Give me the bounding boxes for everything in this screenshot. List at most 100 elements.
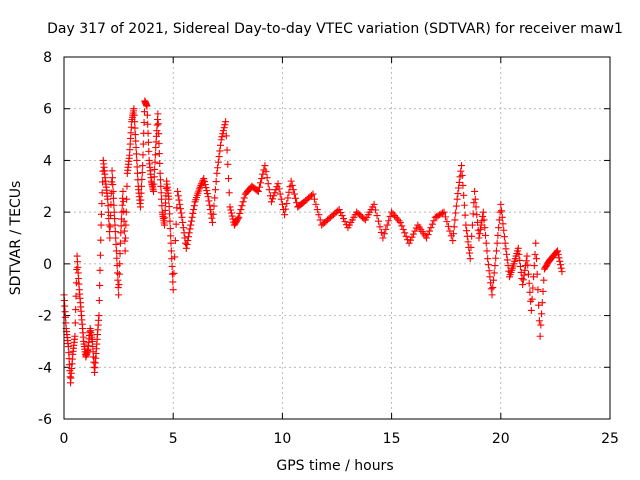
data-point-interp [176,200,184,208]
data-point-interp [107,200,115,208]
data-point [130,105,138,113]
data-point-interp [468,221,476,229]
data-point [174,187,182,195]
data-point-interp [161,214,169,222]
data-point-interp [227,209,235,217]
data-point-interp [373,212,381,220]
data-point [108,167,116,175]
data-point-interp [455,184,463,192]
data-point-interp [398,222,406,230]
data-point-interp [452,209,460,217]
data-point-interp [110,194,118,202]
data-point [178,213,186,221]
data-point-interp [184,237,192,245]
data-point-interp [434,212,442,220]
data-point-interp [208,214,216,222]
data-point-interp [139,140,147,148]
data-point [484,255,492,263]
data-point [281,211,289,219]
data-point-interp [133,163,141,171]
data-point-interp [340,215,348,223]
data-point-interp [210,202,218,210]
data-point [209,218,217,226]
data-point-interp [524,261,532,269]
data-point-interp [477,221,485,229]
data-point [396,218,404,226]
data-point [143,102,151,110]
data-point-interp [521,266,529,274]
data-point-interp [476,230,484,238]
x-tick-label: 15 [383,431,401,447]
data-point-interp [211,194,219,202]
data-point-interp [272,186,280,194]
data-point-interp [183,240,191,248]
data-point-interp [133,156,141,164]
data-point-interp [463,227,471,235]
data-point-interp [144,129,152,137]
data-point-interp [492,254,500,262]
data-point-interp [179,218,187,226]
data-point-interp [150,180,158,188]
data-point-interp [170,269,178,277]
data-point-interp [263,174,271,182]
data-point-interp [171,253,179,261]
data-point-interp [220,124,228,132]
data-point-interp [533,270,541,278]
data-point-interp [385,217,393,225]
data-point-interp [123,182,131,190]
data-point-interp [168,270,176,278]
data-point-interp [468,232,476,240]
data-point-interp [461,211,469,219]
data-point-interp [285,188,293,196]
y-tick-label: 6 [43,102,52,118]
data-point [160,221,168,229]
data-point-interp [480,216,488,224]
data-point-interp [190,202,198,210]
data-point [449,237,457,245]
data-point-interp [122,221,130,229]
data-point-interp [172,220,180,228]
data-point-interp [151,165,159,173]
data-point [405,239,413,247]
data-point-interp [529,284,537,292]
data-point-interp [134,169,142,177]
data-point-interp [167,232,175,240]
data-point [492,247,500,255]
data-point-interp [441,213,449,221]
data-point [479,208,487,216]
data-point [226,203,234,211]
data-point-interp [120,217,128,225]
x-tick-label: 5 [169,431,178,447]
data-point-interp [95,296,103,304]
data-point-interp [522,257,530,265]
data-point [132,144,140,151]
data-point-interp [155,130,163,138]
data-point-interp [474,218,482,226]
data-point-interp [155,140,163,148]
data-point-interp [498,207,506,215]
data-point-interp [376,223,384,231]
data-point-interp [503,250,511,258]
data-point-interp [258,175,266,183]
data-point [200,175,208,183]
data-point-interp [117,222,125,230]
data-point-interp [138,175,146,183]
data-point-interp [144,138,152,146]
data-point-interp [428,220,436,228]
data-point [462,221,470,229]
data-point-interp [500,233,508,241]
data-point-interp [140,108,148,116]
data-point-interp [337,209,345,217]
data-point-interp [140,119,148,127]
data-point-interp [206,201,214,209]
chart-title: Day 317 of 2021, Sidereal Day-to-day VTE… [47,21,623,37]
data-point-interp [131,131,139,139]
data-point-interp [530,273,538,281]
data-point-interp [108,174,116,182]
x-tick-label: 10 [273,431,291,447]
data-point-interp [539,287,547,295]
x-tick-label: 0 [60,431,69,447]
data-point [519,281,527,289]
data-point-interp [221,121,229,129]
data-point [104,195,112,203]
